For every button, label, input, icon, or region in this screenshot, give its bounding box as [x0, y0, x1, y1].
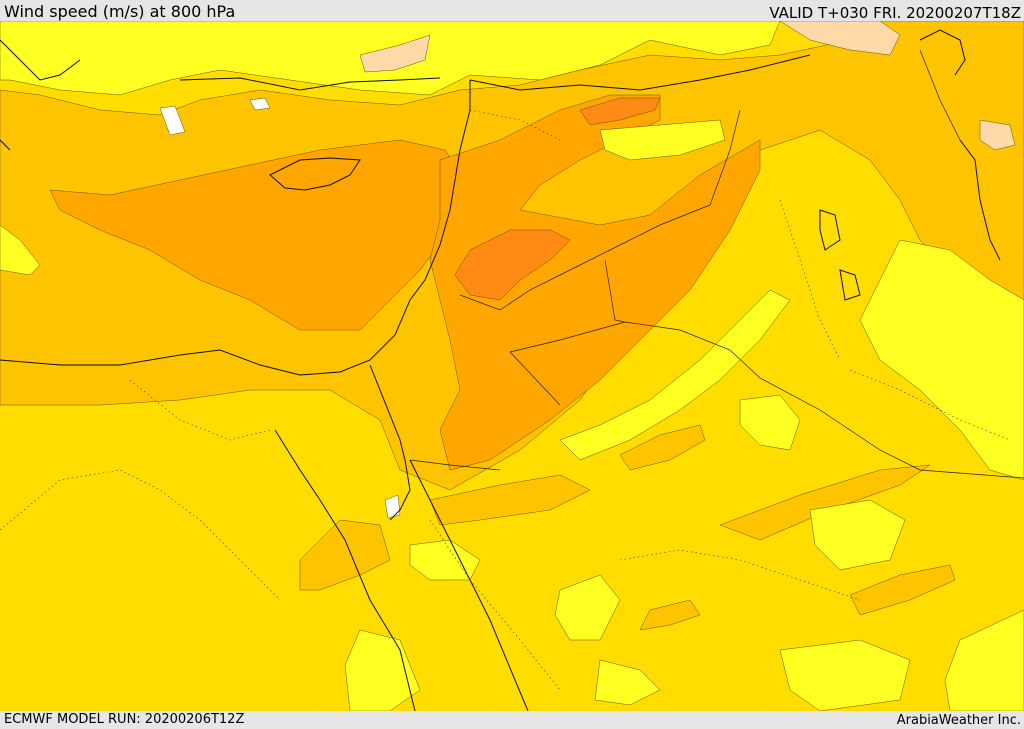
field-amber-streak-5: [299, 519, 391, 591]
field-light-patch-5: [559, 289, 791, 461]
field-peach-ne: [979, 119, 1016, 151]
field-light-patch-11: [594, 659, 661, 706]
field-white-3: [249, 97, 271, 111]
footer-bar: ECMWF MODEL RUN: 20200206T12Z ArabiaWeat…: [0, 711, 1024, 729]
field-peach-aegean: [359, 34, 431, 73]
field-light-east: [859, 239, 1024, 481]
field-white-1: [159, 105, 186, 136]
coastlines: [0, 29, 1001, 711]
field-orange-core: [454, 229, 571, 301]
political-borders: [409, 49, 1024, 479]
field-light-patch-3: [779, 639, 911, 711]
field-light-patch-7: [599, 119, 726, 161]
field-amber-streak-4: [849, 564, 956, 616]
model-run: ECMWF MODEL RUN: 20200206T12Z: [4, 712, 245, 727]
header-bar: Wind speed (m/s) at 800 hPa VALID T+030 …: [0, 0, 1024, 21]
dotted-contours: [0, 109, 1011, 691]
field-light-patch-9: [0, 224, 41, 276]
field-light-patch-2: [809, 499, 906, 571]
field-amber-streak-2: [719, 464, 931, 541]
field-light-patch-6: [739, 394, 801, 451]
field-light-patch-4: [944, 609, 1024, 711]
valid-time: VALID T+030 FRI. 20200207T18Z: [769, 4, 1021, 22]
field-orange-streak: [579, 97, 661, 126]
field-peach-north: [779, 21, 901, 56]
field-amber-streak-3: [619, 424, 706, 471]
field-amber-levant: [429, 94, 761, 471]
field-amber-streak-6: [639, 599, 701, 631]
wind-speed-map[interactable]: [0, 21, 1024, 711]
field-light-patch-1: [554, 574, 621, 641]
field-light-patch-10: [344, 629, 421, 711]
field-amber-streak-1: [429, 474, 591, 526]
field-white-2: [384, 494, 401, 519]
field-amber-med: [49, 139, 471, 331]
provider-credit: ArabiaWeather Inc.: [896, 713, 1021, 728]
map-title: Wind speed (m/s) at 800 hPa: [4, 2, 236, 21]
